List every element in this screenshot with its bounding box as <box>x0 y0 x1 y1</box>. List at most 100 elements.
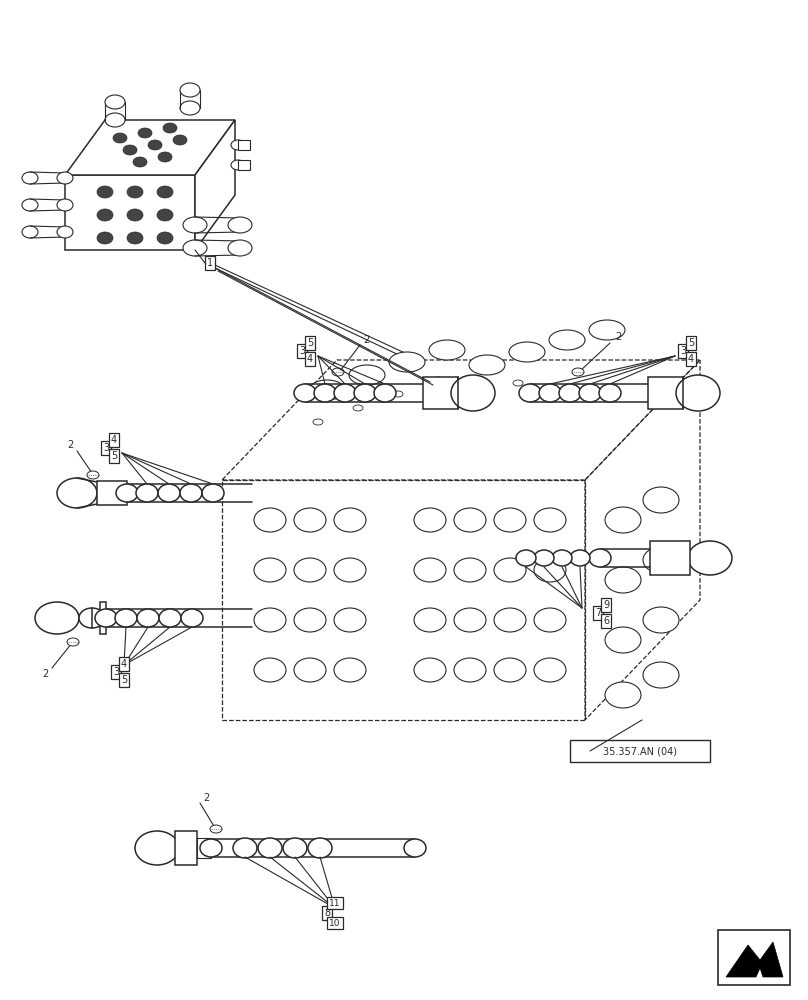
Ellipse shape <box>294 384 316 402</box>
Ellipse shape <box>105 113 125 127</box>
Ellipse shape <box>513 380 523 386</box>
Ellipse shape <box>605 682 641 708</box>
Ellipse shape <box>454 508 486 532</box>
Text: 4: 4 <box>307 354 313 364</box>
Ellipse shape <box>157 186 173 198</box>
Ellipse shape <box>228 217 252 233</box>
Bar <box>100 602 106 634</box>
Ellipse shape <box>283 838 307 858</box>
Ellipse shape <box>494 508 526 532</box>
Ellipse shape <box>451 375 495 411</box>
Ellipse shape <box>454 558 486 582</box>
Ellipse shape <box>334 658 366 682</box>
Bar <box>650 541 690 575</box>
Ellipse shape <box>135 831 179 865</box>
Bar <box>238 140 250 150</box>
Ellipse shape <box>159 609 181 627</box>
Ellipse shape <box>294 558 326 582</box>
Ellipse shape <box>549 330 585 350</box>
Text: 3: 3 <box>103 443 109 453</box>
Ellipse shape <box>97 186 113 198</box>
Polygon shape <box>195 120 235 250</box>
Ellipse shape <box>233 838 257 858</box>
Bar <box>97 481 127 505</box>
Bar <box>197 838 211 858</box>
Ellipse shape <box>116 484 138 502</box>
Ellipse shape <box>605 627 641 653</box>
Ellipse shape <box>123 145 137 155</box>
Ellipse shape <box>516 550 536 566</box>
Ellipse shape <box>113 133 127 143</box>
Ellipse shape <box>79 608 105 628</box>
Ellipse shape <box>534 558 566 582</box>
Ellipse shape <box>180 83 200 97</box>
Text: 1: 1 <box>207 258 213 268</box>
Ellipse shape <box>258 838 282 858</box>
Ellipse shape <box>254 608 286 632</box>
Ellipse shape <box>158 152 172 162</box>
Ellipse shape <box>389 352 425 372</box>
Ellipse shape <box>534 550 554 566</box>
Ellipse shape <box>494 658 526 682</box>
Ellipse shape <box>334 558 366 582</box>
Bar <box>570 740 710 762</box>
Ellipse shape <box>173 135 187 145</box>
Ellipse shape <box>572 368 584 376</box>
Ellipse shape <box>374 384 396 402</box>
Ellipse shape <box>158 484 180 502</box>
Ellipse shape <box>539 384 561 402</box>
Ellipse shape <box>354 384 376 402</box>
Ellipse shape <box>127 209 143 221</box>
Text: 5: 5 <box>688 338 694 348</box>
Ellipse shape <box>183 240 207 256</box>
Ellipse shape <box>599 384 621 402</box>
Text: 5: 5 <box>121 675 127 685</box>
Ellipse shape <box>676 375 720 411</box>
Ellipse shape <box>202 484 224 502</box>
Ellipse shape <box>254 558 286 582</box>
Ellipse shape <box>157 232 173 244</box>
Ellipse shape <box>334 384 356 402</box>
Ellipse shape <box>22 199 38 211</box>
Ellipse shape <box>228 240 252 256</box>
Ellipse shape <box>95 609 117 627</box>
Ellipse shape <box>22 172 38 184</box>
Ellipse shape <box>309 380 345 400</box>
Text: 2: 2 <box>615 332 621 342</box>
Text: 4: 4 <box>688 354 694 364</box>
Ellipse shape <box>127 186 143 198</box>
Ellipse shape <box>494 558 526 582</box>
Bar <box>175 831 197 865</box>
Ellipse shape <box>157 209 173 221</box>
Ellipse shape <box>433 377 443 383</box>
Polygon shape <box>65 175 195 250</box>
Ellipse shape <box>414 608 446 632</box>
Text: 8: 8 <box>324 908 330 918</box>
Ellipse shape <box>334 608 366 632</box>
Bar <box>718 930 790 985</box>
Ellipse shape <box>589 320 625 340</box>
Ellipse shape <box>349 365 385 385</box>
Text: 2: 2 <box>42 669 48 679</box>
Text: 4: 4 <box>121 659 127 669</box>
Ellipse shape <box>643 487 679 513</box>
Ellipse shape <box>181 609 203 627</box>
Ellipse shape <box>414 508 446 532</box>
Ellipse shape <box>136 484 158 502</box>
Ellipse shape <box>67 638 79 646</box>
Ellipse shape <box>314 384 336 402</box>
Ellipse shape <box>552 550 572 566</box>
Ellipse shape <box>404 839 426 857</box>
Ellipse shape <box>473 392 483 398</box>
Bar <box>423 377 458 409</box>
Ellipse shape <box>138 128 152 138</box>
Ellipse shape <box>254 508 286 532</box>
Text: 2: 2 <box>67 440 74 450</box>
Ellipse shape <box>643 607 679 633</box>
Text: 4: 4 <box>111 435 117 445</box>
Ellipse shape <box>22 226 38 238</box>
Bar <box>238 160 250 170</box>
Text: 35.357.AN (04): 35.357.AN (04) <box>603 746 677 756</box>
Ellipse shape <box>115 609 137 627</box>
Ellipse shape <box>57 199 73 211</box>
